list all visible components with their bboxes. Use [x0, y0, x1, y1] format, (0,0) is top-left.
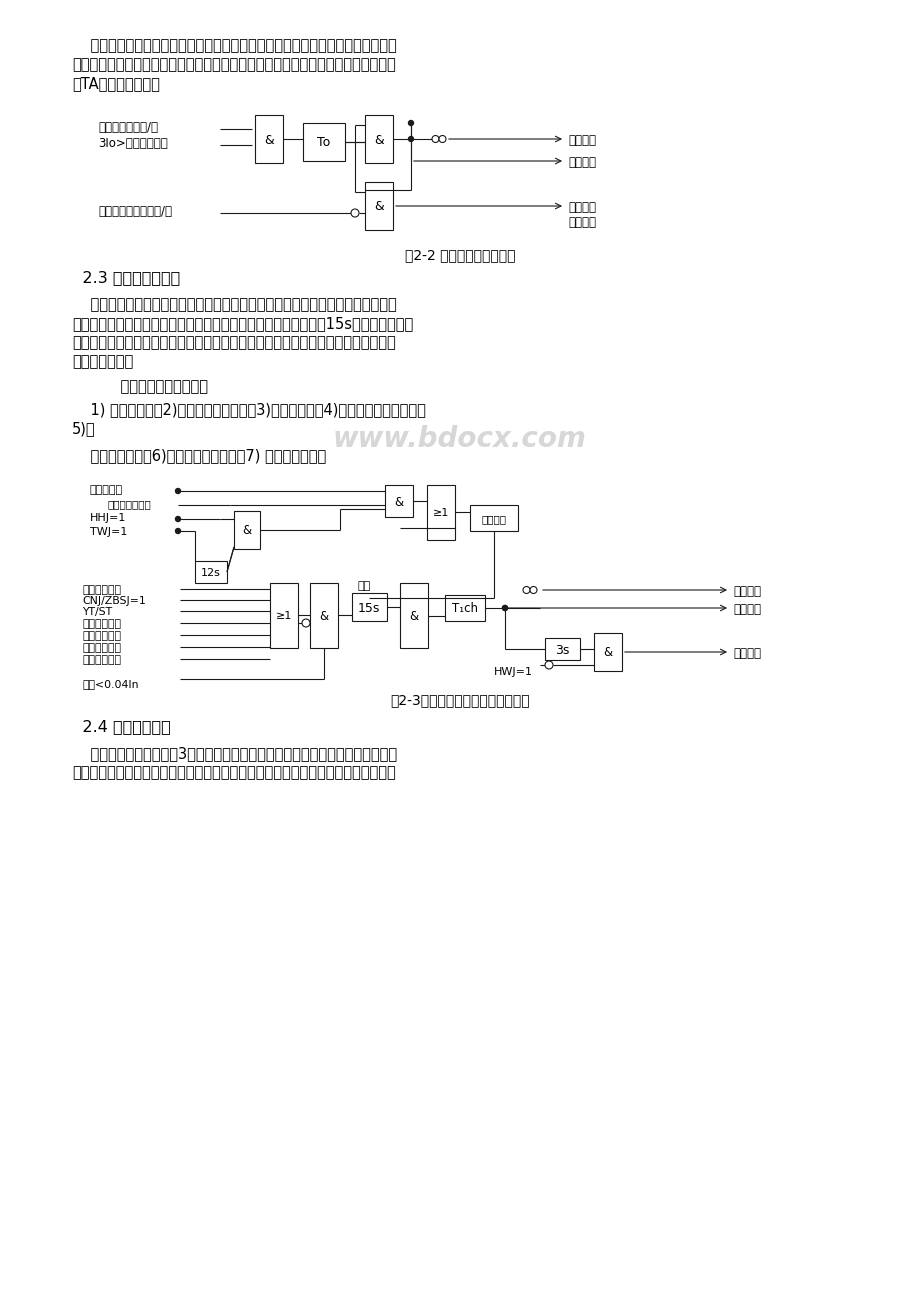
- Text: 事件记录: 事件记录: [567, 216, 596, 229]
- Text: 外部闭锁开入: 外部闭锁开入: [82, 618, 121, 629]
- Text: 15s: 15s: [357, 602, 380, 615]
- Text: &: &: [374, 134, 383, 147]
- Text: 合闸压板撤除；6)相关保护动作跳闸；7) 其它相关条件。: 合闸压板撤除；6)相关保护动作跳闸；7) 其它相关条件。: [72, 448, 326, 464]
- Text: 12s: 12s: [201, 568, 221, 578]
- Text: 5)重: 5)重: [72, 421, 96, 436]
- Text: 2.4 电流加速保护: 2.4 电流加速保护: [62, 719, 171, 734]
- Text: 重合闸压板: 重合闸压板: [90, 486, 123, 495]
- Text: &: &: [409, 609, 418, 622]
- Circle shape: [544, 661, 552, 669]
- Bar: [302, 122, 345, 161]
- Circle shape: [176, 488, 180, 493]
- Text: 电流<0.04In: 电流<0.04In: [82, 680, 139, 689]
- Text: &: &: [319, 609, 328, 622]
- Bar: [400, 583, 427, 648]
- Text: ≥1: ≥1: [276, 611, 292, 621]
- Bar: [594, 633, 621, 671]
- Text: 分段开关在跳位消失后3秒内瞬时投入（后加速方式）加速保护。启动电流加速: 分段开关在跳位消失后3秒内瞬时投入（后加速方式）加速保护。启动电流加速: [72, 746, 397, 760]
- Text: 保护动作。动作可由控制字选择告警或跳闸。零序电流采用采样值时，应采用零序套: 保护动作。动作可由控制字选择告警或跳闸。零序电流采用采样值时，应采用零序套: [72, 57, 395, 72]
- Circle shape: [502, 605, 507, 611]
- Text: 零序电流保护投/退: 零序电流保护投/退: [98, 121, 158, 134]
- Text: 零序电流跳闸: 零序电流跳闸: [82, 655, 121, 665]
- Text: 管TA接入零序电流。: 管TA接入零序电流。: [72, 76, 160, 91]
- Text: 3s: 3s: [554, 643, 569, 656]
- Bar: [255, 115, 283, 163]
- Text: 入，无外部闭锁条件，断路器由分到合开始充电，充满电的时间为15s。当分段保护动: 入，无外部闭锁条件，断路器由分到合开始充电，充满电的时间为15s。当分段保护动: [72, 316, 413, 331]
- Text: &: &: [243, 525, 251, 538]
- Text: 保护主要包括就地手合、远方遥合、重合后加速。加速保护亦作为充电保护使用。动: 保护主要包括就地手合、远方遥合、重合后加速。加速保护亦作为充电保护使用。动: [72, 766, 395, 780]
- Bar: [544, 638, 579, 660]
- Text: YT/ST: YT/ST: [82, 607, 112, 617]
- Circle shape: [529, 586, 537, 594]
- Text: 图2-2 零序电流保护原理图: 图2-2 零序电流保护原理图: [404, 247, 515, 262]
- Text: 控制回路异常: 控制回路异常: [82, 585, 121, 595]
- Text: 作（或开关偷跳）开关由合到分、合后未返回且分段开关无流，经整定延时重合闸动: 作（或开关偷跳）开关由合到分、合后未返回且分段开关无流，经整定延时重合闸动: [72, 335, 395, 350]
- Text: &: &: [603, 647, 612, 660]
- Bar: [384, 486, 413, 517]
- Text: 事件记录: 事件记录: [732, 603, 760, 616]
- Text: TWJ=1: TWJ=1: [90, 527, 127, 536]
- Bar: [426, 486, 455, 540]
- Text: 不对应启动投退: 不对应启动投退: [108, 499, 152, 509]
- Text: 装置设有自动重合闸功能。采用不对应及保护启动，无检定方式。重合闸压板投: 装置设有自动重合闸功能。采用不对应及保护启动，无检定方式。重合闸压板投: [72, 297, 396, 312]
- Bar: [310, 583, 337, 648]
- Text: 过流加速跳闸: 过流加速跳闸: [82, 631, 121, 641]
- Circle shape: [438, 135, 446, 142]
- Circle shape: [176, 529, 180, 534]
- Circle shape: [502, 605, 507, 611]
- Text: 保护启动: 保护启动: [481, 514, 506, 523]
- Circle shape: [408, 137, 413, 142]
- Circle shape: [408, 121, 413, 125]
- Text: 当保护软压板投入时，分段零序电流（采样或自产）大于整定值，经整定延时，: 当保护软压板投入时，分段零序电流（采样或自产）大于整定值，经整定延时，: [72, 38, 396, 53]
- Text: 重合失败: 重合失败: [732, 647, 760, 660]
- Text: HWJ=1: HWJ=1: [494, 667, 532, 677]
- Text: 作合分段开关。: 作合分段开关。: [72, 354, 133, 368]
- Text: &: &: [394, 496, 403, 509]
- Text: 零序加速跳闸: 零序加速跳闸: [82, 643, 121, 654]
- Circle shape: [522, 586, 529, 594]
- Text: 零序电流保护跳闸投/退: 零序电流保护跳闸投/退: [98, 204, 172, 217]
- Text: 事件记录: 事件记录: [567, 156, 596, 169]
- Text: 1) 合后位消失；2)控制回路异常告警；3)弹簧未储能；4)外部闭锁重合闸开入；: 1) 合后位消失；2)控制回路异常告警；3)弹簧未储能；4)外部闭锁重合闸开入；: [72, 402, 425, 417]
- Bar: [470, 505, 517, 531]
- Text: 2.3 三相一次重合闸: 2.3 三相一次重合闸: [62, 270, 180, 285]
- Text: CNJ/ZBSJ=1: CNJ/ZBSJ=1: [82, 596, 145, 605]
- Text: 3Io>零序电流定值: 3Io>零序电流定值: [98, 137, 167, 150]
- Text: www.bdocx.com: www.bdocx.com: [333, 424, 586, 453]
- Circle shape: [176, 517, 180, 522]
- Bar: [269, 583, 298, 648]
- Text: &: &: [264, 134, 274, 147]
- Text: 合闸出口: 合闸出口: [732, 585, 760, 598]
- Text: 重合闸的放电条件有：: 重合闸的放电条件有：: [102, 379, 208, 395]
- Bar: [195, 561, 227, 583]
- Circle shape: [351, 210, 358, 217]
- Text: 充电: 充电: [357, 581, 371, 591]
- Text: 跳闸出口: 跳闸出口: [567, 134, 596, 147]
- Circle shape: [301, 618, 310, 628]
- Text: To: To: [317, 137, 330, 150]
- Bar: [352, 592, 387, 621]
- Text: &: &: [374, 201, 383, 214]
- Text: 图2-3：三相一次重合闸保护原理图: 图2-3：三相一次重合闸保护原理图: [390, 693, 529, 707]
- Bar: [233, 510, 260, 549]
- Bar: [445, 595, 484, 621]
- Text: ≥1: ≥1: [432, 508, 448, 518]
- Text: HHJ=1: HHJ=1: [90, 513, 126, 523]
- Bar: [365, 115, 392, 163]
- Bar: [365, 182, 392, 230]
- Circle shape: [432, 135, 438, 142]
- Text: T₁ch: T₁ch: [451, 603, 478, 616]
- Text: 告警输出: 告警输出: [567, 201, 596, 214]
